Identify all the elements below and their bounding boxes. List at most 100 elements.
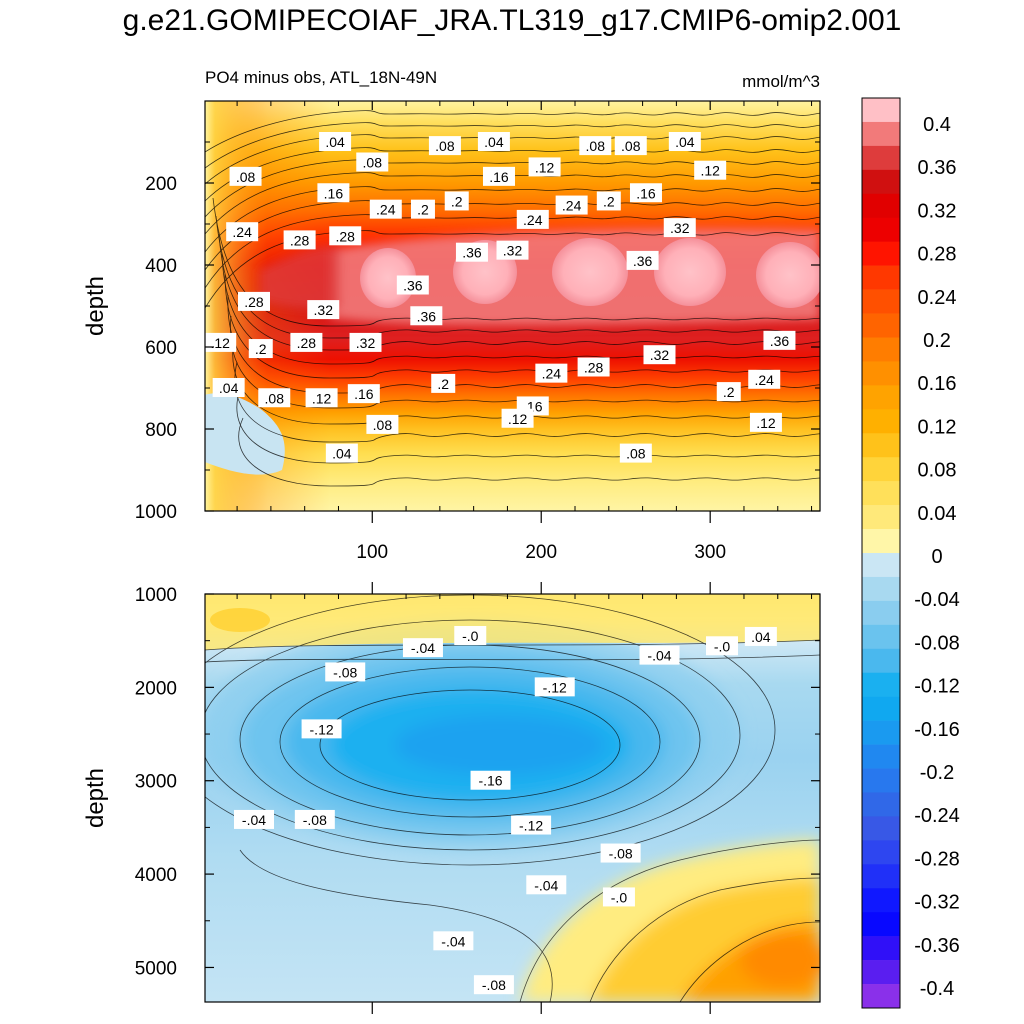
- top-units: mmol/m^3: [742, 72, 820, 91]
- bottom-ytick-label: 5000: [135, 958, 177, 979]
- bottom-contour: [205, 619, 741, 851]
- bottom-contour-label-text: -.08: [482, 977, 506, 993]
- colorbar-swatch: [862, 217, 900, 242]
- top-contour-label-text: .2: [451, 193, 463, 209]
- bottom-contour: [319, 689, 621, 801]
- top-contour: [205, 122, 820, 169]
- top-contour: [205, 230, 820, 309]
- bottom-contour-label: -.08: [325, 662, 366, 682]
- colorbar-swatch: [862, 553, 900, 578]
- colorbar-swatch: [862, 816, 900, 841]
- top-contour-label: .24: [748, 369, 781, 389]
- colorbar-swatch: [862, 840, 900, 865]
- top-contour-label: .32: [349, 332, 382, 352]
- colorbar-label: -0.4: [920, 978, 954, 1000]
- top-contour-label-text: .24: [542, 366, 562, 382]
- top-contour: [238, 417, 820, 487]
- top-contour-label-text: .12: [210, 335, 230, 351]
- top-contour-label-text: .32: [314, 302, 334, 318]
- top-contour-label-text: .32: [670, 220, 690, 236]
- top-contour-label-text: .28: [335, 228, 355, 244]
- colorbar-swatch: [862, 145, 900, 171]
- colorbar-label: 0.28: [918, 244, 957, 266]
- bottom-contour-label: -.0: [602, 887, 635, 907]
- top-contour-label-text: .28: [584, 360, 604, 376]
- colorbar-swatch: [862, 481, 900, 506]
- top-contour-label-text: .08: [363, 155, 383, 171]
- colorbar-swatch: [862, 361, 900, 386]
- top-contour: [205, 110, 820, 153]
- colorbar-swatch: [862, 121, 900, 147]
- top-contour-label: .08: [258, 388, 291, 408]
- top-contour-label: .04: [668, 132, 701, 151]
- top-contour-label-text: .08: [435, 138, 455, 154]
- top-contour-label-text: .12: [700, 163, 720, 179]
- bottom-warm-patch: [210, 608, 270, 632]
- colorbar: 0.4 0.36 0.32 0.28 0.24 0.2 0.16 0.12 0.08 0.04 0 -…: [861, 97, 960, 1009]
- top-negative-patch: [205, 393, 285, 475]
- bottom-contour-labels: -.0 -.04 -.04 -.0 .04 -.08 -.12 -.12 -.16 -.04 -.0…: [233, 626, 777, 995]
- bottom-warm-region: [520, 840, 820, 1002]
- top-contour-label: .32: [307, 300, 340, 320]
- bottom-contour: [679, 921, 820, 1002]
- top-contour-label: .2: [596, 191, 621, 211]
- colorbar-swatch: [862, 672, 900, 697]
- top-contour-label: .32: [663, 218, 696, 238]
- top-contour-label: .08: [579, 136, 612, 156]
- top-contour-label-text: .12: [508, 411, 528, 427]
- top-contour-label: .12: [305, 388, 338, 408]
- bottom-contour: [519, 839, 820, 1002]
- top-contour-label: .12: [528, 157, 561, 177]
- bottom-ylabel: depth: [82, 768, 109, 828]
- top-contour-label: .04: [212, 378, 245, 397]
- top-contour-label: .28: [283, 230, 316, 250]
- bottom-contour: [239, 849, 553, 1002]
- top-contour-label-text: .36: [403, 278, 423, 294]
- top-contour: [236, 388, 820, 464]
- figure-title: g.e21.GOMIPECOIAF_JRA.TL319_g17.CMIP6-om…: [122, 4, 902, 37]
- bottom-contour-label: -.04: [639, 645, 680, 665]
- colorbar-swatch: [862, 864, 900, 889]
- colorbar-label: 0.2: [923, 330, 951, 352]
- top-contour-label: .08: [229, 166, 262, 186]
- colorbar-swatch: [862, 768, 900, 793]
- bottom-contour-label-text: -.08: [303, 812, 327, 828]
- top-contour-label: .24: [535, 363, 568, 383]
- top-ytick-label: 1000: [135, 502, 177, 523]
- bottom-ytick-label: 4000: [135, 865, 177, 886]
- bottom-contour-label-text: .04: [751, 629, 771, 645]
- bottom-ytick-label: 3000: [135, 772, 177, 793]
- top-contour-label-text: .08: [586, 138, 606, 154]
- top-contour-label-text: .16: [489, 169, 509, 185]
- top-contour-label-text: .32: [356, 335, 376, 351]
- colorbar-label: 0.12: [918, 416, 957, 438]
- top-ytick-label: 200: [145, 174, 177, 195]
- top-contour: [205, 200, 820, 271]
- top-contour-label: .04: [325, 443, 358, 463]
- top-contour-label-text: .12: [312, 390, 332, 406]
- bottom-contour-label-text: -.08: [333, 664, 357, 680]
- colorbar-swatch: [862, 241, 900, 266]
- top-subtitle: PO4 minus obs, ATL_18N-49N: [205, 68, 437, 87]
- top-contour-label-text: .2: [417, 202, 429, 218]
- colorbar-label: -0.12: [914, 676, 960, 698]
- bottom-contour-label-text: -.12: [543, 679, 567, 695]
- top-contour-label-text: .04: [219, 380, 239, 396]
- top-contour-label: .28: [329, 226, 362, 246]
- top-contour-label-text: .24: [523, 212, 543, 228]
- top-contour-label: .08: [366, 414, 399, 434]
- colorbar-label: 0.24: [918, 287, 957, 309]
- top-contour-label-text: .04: [325, 134, 345, 150]
- colorbar-swatch: [862, 337, 900, 362]
- top-contour-label: .36: [410, 306, 443, 326]
- top-contour-label: .08: [356, 152, 389, 172]
- top-contour-label: .36: [626, 250, 659, 270]
- top-contour-label: .24: [516, 209, 549, 229]
- top-contour-label-text: .12: [756, 415, 776, 431]
- axes: 200 400 600 800 1000 100 200 300 1000 2000 3000 400…: [135, 101, 820, 1014]
- top-contour-label-text: .24: [755, 372, 775, 388]
- colorbar-swatch: [862, 289, 900, 314]
- colorbar-swatch: [862, 433, 900, 458]
- colorbar-label: -0.32: [914, 892, 960, 914]
- bottom-contour-label: -.08: [600, 843, 641, 863]
